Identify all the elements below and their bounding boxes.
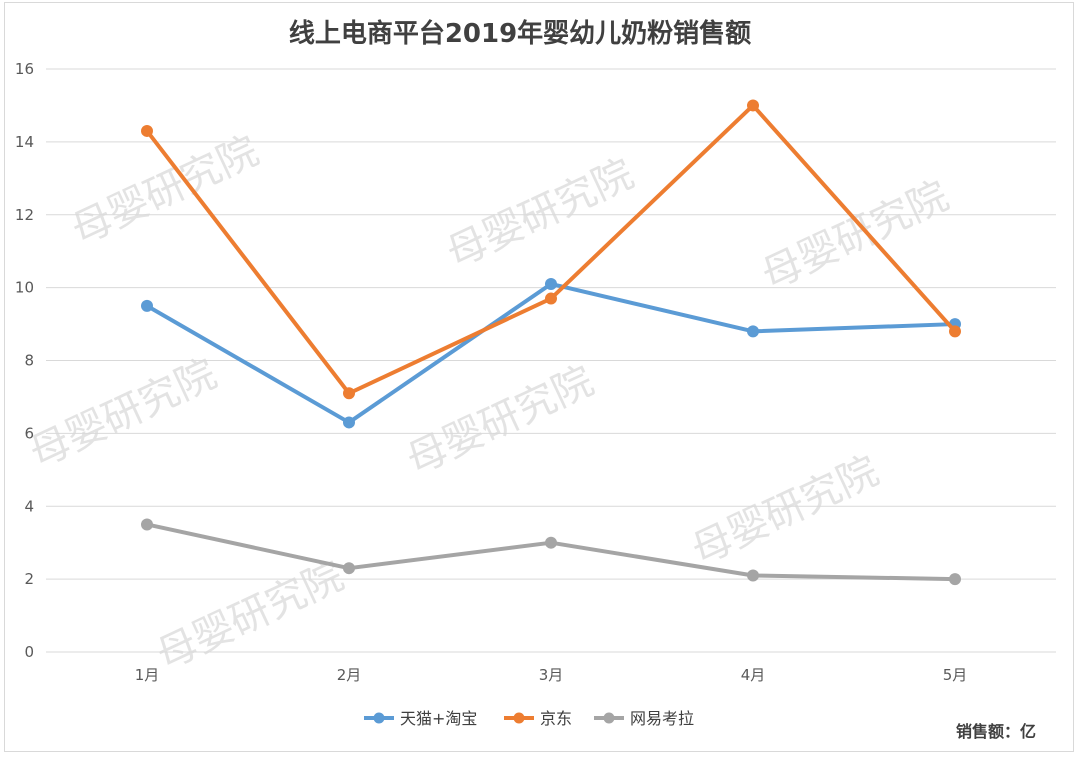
x-tick-label: 5月 <box>943 666 968 684</box>
legend-swatch-marker <box>513 712 525 724</box>
y-tick-label: 6 <box>24 424 34 442</box>
data-point <box>343 562 355 575</box>
data-point <box>343 416 355 429</box>
data-point <box>747 569 759 582</box>
watermark-text: 母婴研究院 <box>23 351 224 477</box>
y-tick-label: 4 <box>24 497 34 515</box>
legend-swatch-marker <box>373 712 385 724</box>
y-tick-labels: 0 2 4 6 8 10 12 14 16 <box>15 60 34 661</box>
legend-swatch-marker <box>603 712 615 724</box>
y-tick-label: 8 <box>24 352 34 370</box>
data-point <box>545 277 557 290</box>
legend-label: 天猫+淘宝 <box>400 709 477 728</box>
data-point <box>747 325 759 338</box>
data-point <box>949 325 961 338</box>
y-tick-label: 2 <box>24 570 34 588</box>
chart-title: 线上电商平台2019年婴幼儿奶粉销售额 <box>289 18 751 49</box>
legend-item: 网易考拉 <box>594 709 694 728</box>
y-tick-label: 10 <box>15 279 34 297</box>
data-point <box>141 124 153 137</box>
data-point <box>545 292 557 305</box>
watermark-text: 母婴研究院 <box>440 151 641 277</box>
data-point <box>545 536 557 549</box>
legend-item: 京东 <box>504 709 572 728</box>
chart-frame <box>4 2 1074 752</box>
series-lines <box>141 99 961 586</box>
series-2 <box>141 99 961 400</box>
data-point <box>141 518 153 531</box>
legend-label: 京东 <box>540 709 572 728</box>
series-1 <box>141 277 961 429</box>
x-tick-label: 1月 <box>135 666 160 684</box>
watermark-text: 母婴研究院 <box>400 358 601 484</box>
unit-note: 销售额：亿 <box>956 722 1036 741</box>
data-point <box>747 99 759 112</box>
legend-label: 网易考拉 <box>630 709 694 728</box>
series-line <box>145 522 957 582</box>
y-tick-label: 0 <box>24 643 34 661</box>
data-point <box>343 387 355 400</box>
data-point <box>141 299 153 312</box>
watermark-text: 母婴研究院 <box>755 173 956 299</box>
legend: 天猫+淘宝 京东 网易考拉 <box>364 709 694 728</box>
x-tick-labels: 1月 2月 3月 4月 5月 <box>135 666 968 684</box>
x-tick-label: 3月 <box>539 666 564 684</box>
x-tick-label: 4月 <box>741 666 766 684</box>
watermark-text: 母婴研究院 <box>65 128 266 254</box>
watermark-text: 母婴研究院 <box>685 448 886 574</box>
y-tick-label: 14 <box>15 133 34 151</box>
watermark-text: 母婴研究院 <box>150 553 351 679</box>
legend-item: 天猫+淘宝 <box>364 709 477 728</box>
series-3 <box>141 518 961 586</box>
y-tick-label: 16 <box>15 60 34 78</box>
x-tick-label: 2月 <box>337 666 362 684</box>
data-point <box>949 573 961 586</box>
y-tick-label: 12 <box>15 206 34 224</box>
